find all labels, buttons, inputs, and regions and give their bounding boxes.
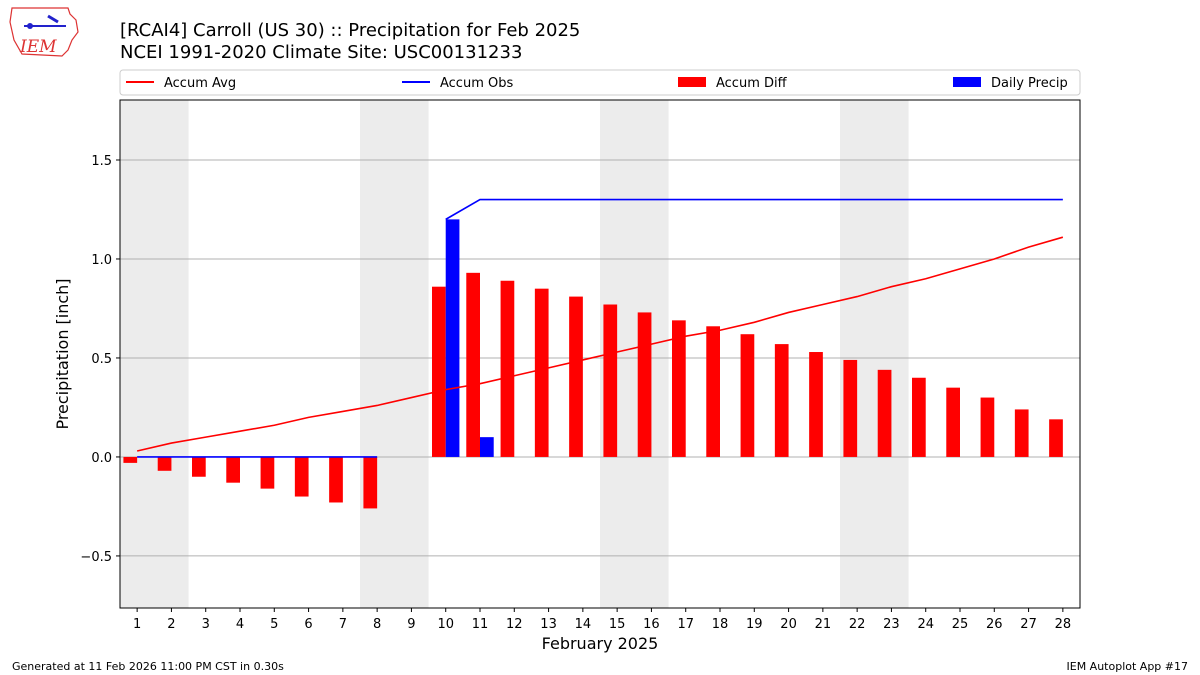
accum-diff-bar [192, 456, 206, 477]
plot-frame [119, 99, 1081, 609]
weekend-shading [120, 100, 189, 608]
x-tick-label: 28 [1055, 617, 1072, 632]
legend-label: Daily Precip [991, 76, 1068, 91]
footer-generated: Generated at 11 Feb 2026 11:00 PM CST in… [12, 660, 284, 673]
accum-diff-bar [672, 320, 686, 457]
x-tick-label: 2 [167, 617, 175, 632]
accum-diff-bar [774, 344, 789, 457]
x-tick-label: 3 [202, 617, 210, 632]
x-tick-label: 18 [712, 617, 729, 632]
x-tick-label: 15 [609, 617, 626, 632]
weekend-shading [360, 100, 429, 608]
accum-diff-bar [329, 456, 343, 503]
legend: Accum Avg Accum Obs Accum Diff Daily Precip [119, 69, 1081, 96]
x-tick-label: 7 [339, 617, 347, 632]
x-tick-label: 27 [1020, 617, 1037, 632]
accum-diff-bar [1049, 419, 1063, 457]
y-tick-label: 1.0 [91, 253, 112, 268]
x-tick-label: 11 [472, 617, 489, 632]
accum-diff-bar [432, 286, 446, 457]
accum-diff-bar [603, 304, 618, 457]
x-tick-label: 14 [575, 617, 592, 632]
accum-diff-bar [809, 352, 823, 457]
x-tick-label: 1 [133, 617, 141, 632]
x-tick-label: 20 [780, 617, 797, 632]
x-tick-label: 6 [304, 617, 312, 632]
legend-swatch-2 [678, 77, 706, 87]
legend-label: Accum Avg [164, 76, 236, 91]
x-tick-label: 23 [883, 617, 900, 632]
x-tick-label: 8 [373, 617, 381, 632]
y-tick-label: 0.5 [91, 352, 112, 367]
legend-label: Accum Diff [716, 76, 788, 91]
accum-diff-bar [260, 456, 275, 489]
accum-diff-bar [1014, 409, 1029, 457]
legend-swatch-3 [953, 77, 981, 87]
accum-diff-bar [294, 456, 309, 497]
daily-precip-bar [445, 219, 460, 457]
accum-diff-bar [740, 334, 755, 457]
x-tick-label: 9 [407, 617, 415, 632]
weekend-shading [840, 100, 909, 608]
x-tick-label: 22 [849, 617, 866, 632]
x-tick-label: 19 [746, 617, 763, 632]
y-tick-label: 1.5 [91, 154, 112, 169]
y-tick-label: −0.5 [80, 550, 112, 565]
legend-label: Accum Obs [440, 76, 513, 91]
accum-avg-line [136, 236, 1064, 452]
x-tick-label: 5 [270, 617, 278, 632]
accum-diff-bar [980, 397, 995, 457]
accum-diff-bar [637, 312, 652, 457]
accum-diff-bar [363, 456, 378, 509]
accum-diff-bar [946, 387, 960, 457]
x-tick-label: 21 [815, 617, 832, 632]
x-tick-label: 10 [437, 617, 454, 632]
y-axis-label: Precipitation [inch] [53, 278, 72, 429]
accum-obs-line [445, 198, 1063, 221]
accum-diff-bar [877, 369, 892, 457]
accum-diff-bar [569, 296, 583, 457]
accum-diff-bar [226, 456, 240, 483]
accum-diff-bar [843, 359, 858, 457]
plot-area: −0.50.00.51.01.51 2 3 4 5 6 7 8 9 10 11 12 13 14 15 16 1… [80, 99, 1081, 632]
accum-diff-bar [123, 456, 138, 463]
x-tick-label: 17 [677, 617, 694, 632]
chart-title-line1: [RCAI4] Carroll (US 30) :: Precipitation… [120, 20, 580, 41]
footer-app: IEM Autoplot App #17 [1067, 660, 1189, 673]
x-tick-label: 12 [506, 617, 523, 632]
accum-diff-bar [157, 456, 172, 471]
accum-diff-bar [466, 272, 480, 457]
x-tick-label: 26 [986, 617, 1003, 632]
logo-text: IEM [19, 37, 57, 57]
chart-title-line2: NCEI 1991-2020 Climate Site: USC00131233 [120, 42, 522, 63]
accum-diff-bar [912, 377, 926, 457]
x-tick-label: 13 [540, 617, 557, 632]
x-tick-label: 16 [643, 617, 660, 632]
accum-diff-bar [534, 288, 549, 457]
x-axis-label: February 2025 [542, 634, 659, 653]
x-tick-label: 24 [917, 617, 934, 632]
x-tick-label: 4 [236, 617, 244, 632]
iem-logo: IEM [9, 7, 79, 57]
y-tick-label: 0.0 [91, 451, 112, 466]
daily-precip-bar [480, 437, 494, 457]
accum-diff-bar [706, 326, 720, 457]
accum-diff-bar [500, 280, 515, 457]
x-tick-label: 25 [952, 617, 969, 632]
